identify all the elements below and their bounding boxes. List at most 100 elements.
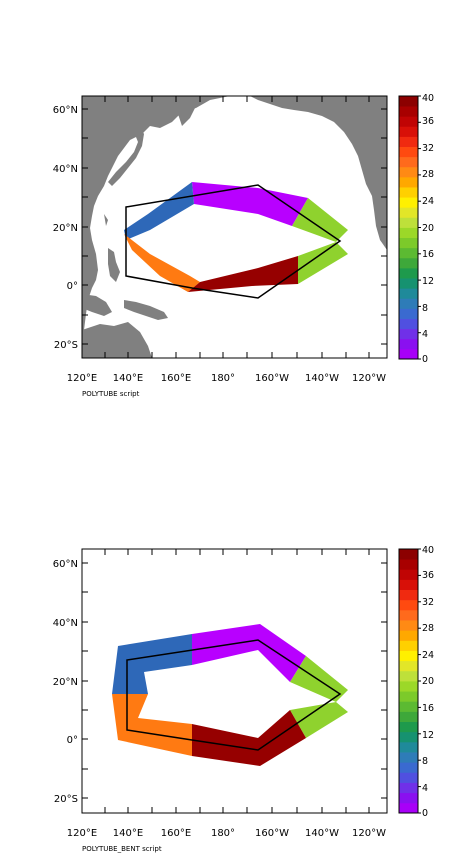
colorbar-swatch [399,691,418,702]
colorbar-label: 0 [422,354,428,365]
lon-label: 140°W [305,373,339,384]
colorbar-swatch [399,772,418,783]
colorbar-swatch [399,701,418,712]
colorbar-label: 36 [422,116,434,127]
lon-label: 180° [211,373,235,384]
colorbar-swatch [399,782,418,794]
colorbar-label: 8 [422,756,428,767]
lat-label: 0° [67,281,78,292]
lat-label: 20°N [53,223,78,234]
lat-label: 40°N [53,164,78,175]
colorbar-swatch [399,640,418,651]
tube-segment-purple [192,182,308,226]
tube-segment-purple [192,624,306,682]
colorbar-label: 40 [422,93,434,104]
colorbar-swatch [399,217,418,228]
land-kamchatka [178,96,196,126]
colorbar-swatch [399,589,418,601]
tube-segments [124,182,348,292]
colorbar-label: 32 [422,597,434,608]
colorbar-swatch [399,660,418,672]
lon-label: 160°W [255,373,289,384]
lat-label: 20°S [54,340,78,351]
colorbar-swatch [399,752,418,763]
colorbar-swatch [399,298,418,309]
tube-segment-blue [112,634,192,694]
lon-label: 140°E [113,373,143,384]
lon-label: 120°W [352,373,386,384]
colorbar-swatch [399,257,418,269]
lat-label: 20°N [53,677,78,688]
lon-label: 120°E [67,373,97,384]
land-philippines [104,214,120,282]
colorbar-label: 40 [422,545,434,556]
colorbar-swatch [399,802,418,814]
colorbar-swatch [399,136,418,147]
colorbar-swatch [399,176,418,188]
tube-segment-orange [112,694,192,756]
colorbar-label: 12 [422,730,434,741]
lat-label: 0° [67,735,78,746]
colorbar-swatch [399,328,418,340]
colorbar-labels: 40 36 32 28 24 20 16 12 8 4 0 [422,93,434,365]
land-indonesia [82,294,112,316]
colorbar-swatch [399,267,418,279]
colorbar-labels: 40 36 32 28 24 20 16 12 8 4 0 [422,545,434,819]
tube-segment-green-lower [290,702,348,738]
tube-segment-blue [124,182,194,240]
colorbar-swatch [399,106,418,117]
axis-ticks [81,96,387,358]
colorbar-label: 28 [422,623,434,634]
lon-label: 140°E [113,828,143,839]
colorbar-label: 24 [422,196,434,207]
colorbar [398,548,421,814]
colorbar-swatch [399,207,418,218]
colorbar-swatch [399,792,418,804]
colorbar-label: 20 [422,676,434,687]
land-australia [82,322,152,358]
colorbar-label: 0 [422,808,428,819]
lon-label: 160°W [255,828,289,839]
colorbar-swatch [399,338,418,350]
tube-segment-darkred [192,710,306,766]
panel-caption: POLYTUBE_BENT script [82,845,162,853]
colorbar-swatch [399,569,418,580]
colorbar-swatch [399,308,418,319]
colorbar [398,95,421,360]
land-asia [82,96,230,358]
colorbar-swatch [399,579,418,591]
land-masses [82,96,387,358]
tube-segment-orange [124,234,200,292]
colorbar-swatch [399,711,418,723]
colorbar-label: 32 [422,143,434,154]
colorbar-swatch [399,741,418,753]
colorbar-swatch [399,187,418,198]
lon-label: 140°W [305,828,339,839]
lat-label: 40°N [53,618,78,629]
colorbar-swatch [399,197,418,208]
colorbar-swatch [399,126,418,137]
land-newguinea [124,300,168,320]
polygon-outline [125,184,342,299]
colorbar-swatch [399,620,418,631]
colorbar-swatch [399,247,418,259]
colorbar-swatch [399,762,418,773]
lon-label: 160°E [161,373,191,384]
colorbar-swatch [399,348,418,360]
polygon-outline [126,639,342,751]
colorbar-label: 4 [422,783,428,794]
land-japan [108,126,144,186]
colorbar-label: 4 [422,329,428,340]
colorbar-swatch [399,318,418,330]
lat-label: 20°S [54,794,78,805]
colorbar-label: 8 [422,303,428,314]
colorbar-swatch [399,237,418,249]
colorbar-swatch [399,559,418,570]
colorbar-label: 16 [422,703,434,714]
colorbar-swatch [399,166,418,178]
colorbar-swatch [399,278,418,289]
lon-label: 160°E [161,828,191,839]
colorbar-swatch [399,227,418,239]
tube-segment-green-lower [298,242,348,284]
colorbar-swatch [399,721,418,733]
